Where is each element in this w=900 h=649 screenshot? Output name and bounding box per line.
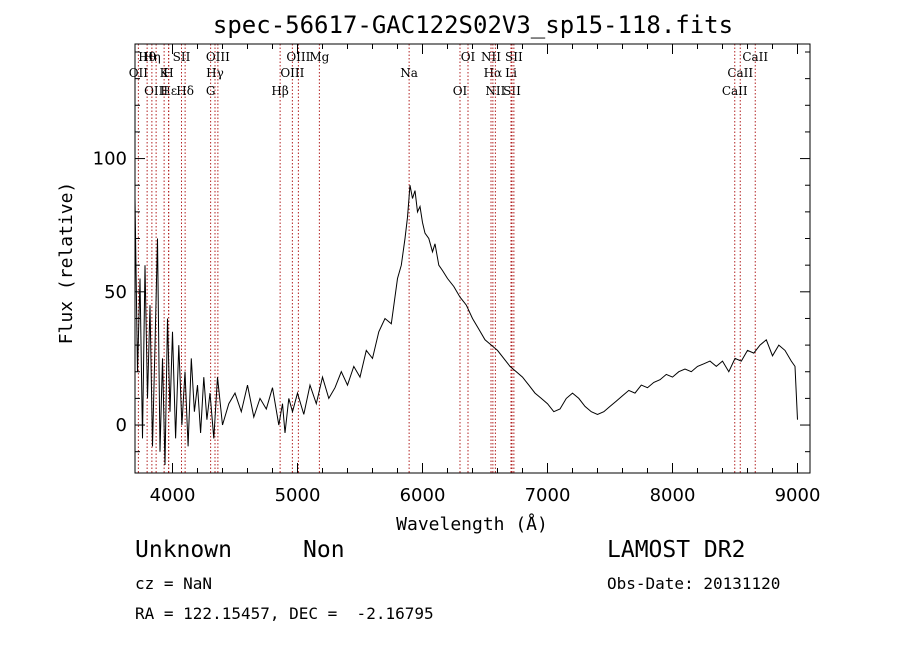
spectral-line-label: NII <box>485 84 505 98</box>
spectral-line-label: Li <box>505 66 517 80</box>
spectral-line-label: SII <box>505 50 523 64</box>
spectral-line-label: OI <box>461 50 476 64</box>
x-axis-label: Wavelength (Å) <box>396 513 548 535</box>
x-tick-label: 7000 <box>525 485 571 506</box>
spectrum-series-line <box>134 185 798 466</box>
spectral-line-label: OIII <box>286 50 310 64</box>
spectral-line-label: OII <box>129 66 149 80</box>
spectral-line-label: CaII <box>742 50 768 64</box>
spectral-line-label: OI <box>453 84 468 98</box>
spectral-line-label: G <box>206 84 216 98</box>
x-tick-label: 6000 <box>400 485 446 506</box>
spectral-line-label: Na <box>400 66 418 80</box>
plot-frame <box>134 43 811 474</box>
spectral-line-label: CaII <box>722 84 748 98</box>
spectral-line-label: OIII <box>144 84 168 98</box>
x-tick-label: 4000 <box>150 485 196 506</box>
spectral-line-label: H <box>163 66 173 80</box>
spectral-line-label: Hβ <box>271 84 288 98</box>
y-axis-label: Flux (relative) <box>56 182 77 345</box>
object-subclass: Non <box>303 537 345 563</box>
spectral-line-label: NII <box>481 50 501 64</box>
spectral-line-label: OIII <box>280 66 304 80</box>
spectral-line-label: Mg <box>309 50 329 64</box>
spectral-line-label: SII <box>503 84 521 98</box>
x-tick-label: 9000 <box>775 485 821 506</box>
redshift-cz: cz = NaN <box>135 574 213 593</box>
x-tick-label: 8000 <box>650 485 696 506</box>
object-class: Unknown <box>135 537 232 563</box>
survey-name: LAMOST DR2 <box>607 537 746 563</box>
coordinates: RA = 122.15457, DEC = -2.16795 <box>135 604 434 623</box>
spectral-line-label: CaII <box>727 66 753 80</box>
y-tick-label: 100 <box>93 149 127 170</box>
chart-title: spec-56617-GAC122S02V3_sp15-118.fits <box>213 11 733 39</box>
spectral-line-label: SII <box>173 50 191 64</box>
spectral-line-label: OIII <box>206 50 230 64</box>
x-tick-label: 5000 <box>275 485 321 506</box>
spectral-line-label: Hα <box>484 66 503 80</box>
spectral-line-label: Hη <box>143 50 161 64</box>
y-tick-label: 0 <box>116 415 127 436</box>
spectral-line-label: Hδ <box>176 84 194 98</box>
y-tick-label: 50 <box>104 282 127 303</box>
spectral-line-label: K <box>160 66 170 80</box>
obs-date: Obs-Date: 20131120 <box>607 574 781 593</box>
spectral-line-label: Hγ <box>206 66 224 80</box>
spectral-line-label: Hθ <box>138 50 156 64</box>
